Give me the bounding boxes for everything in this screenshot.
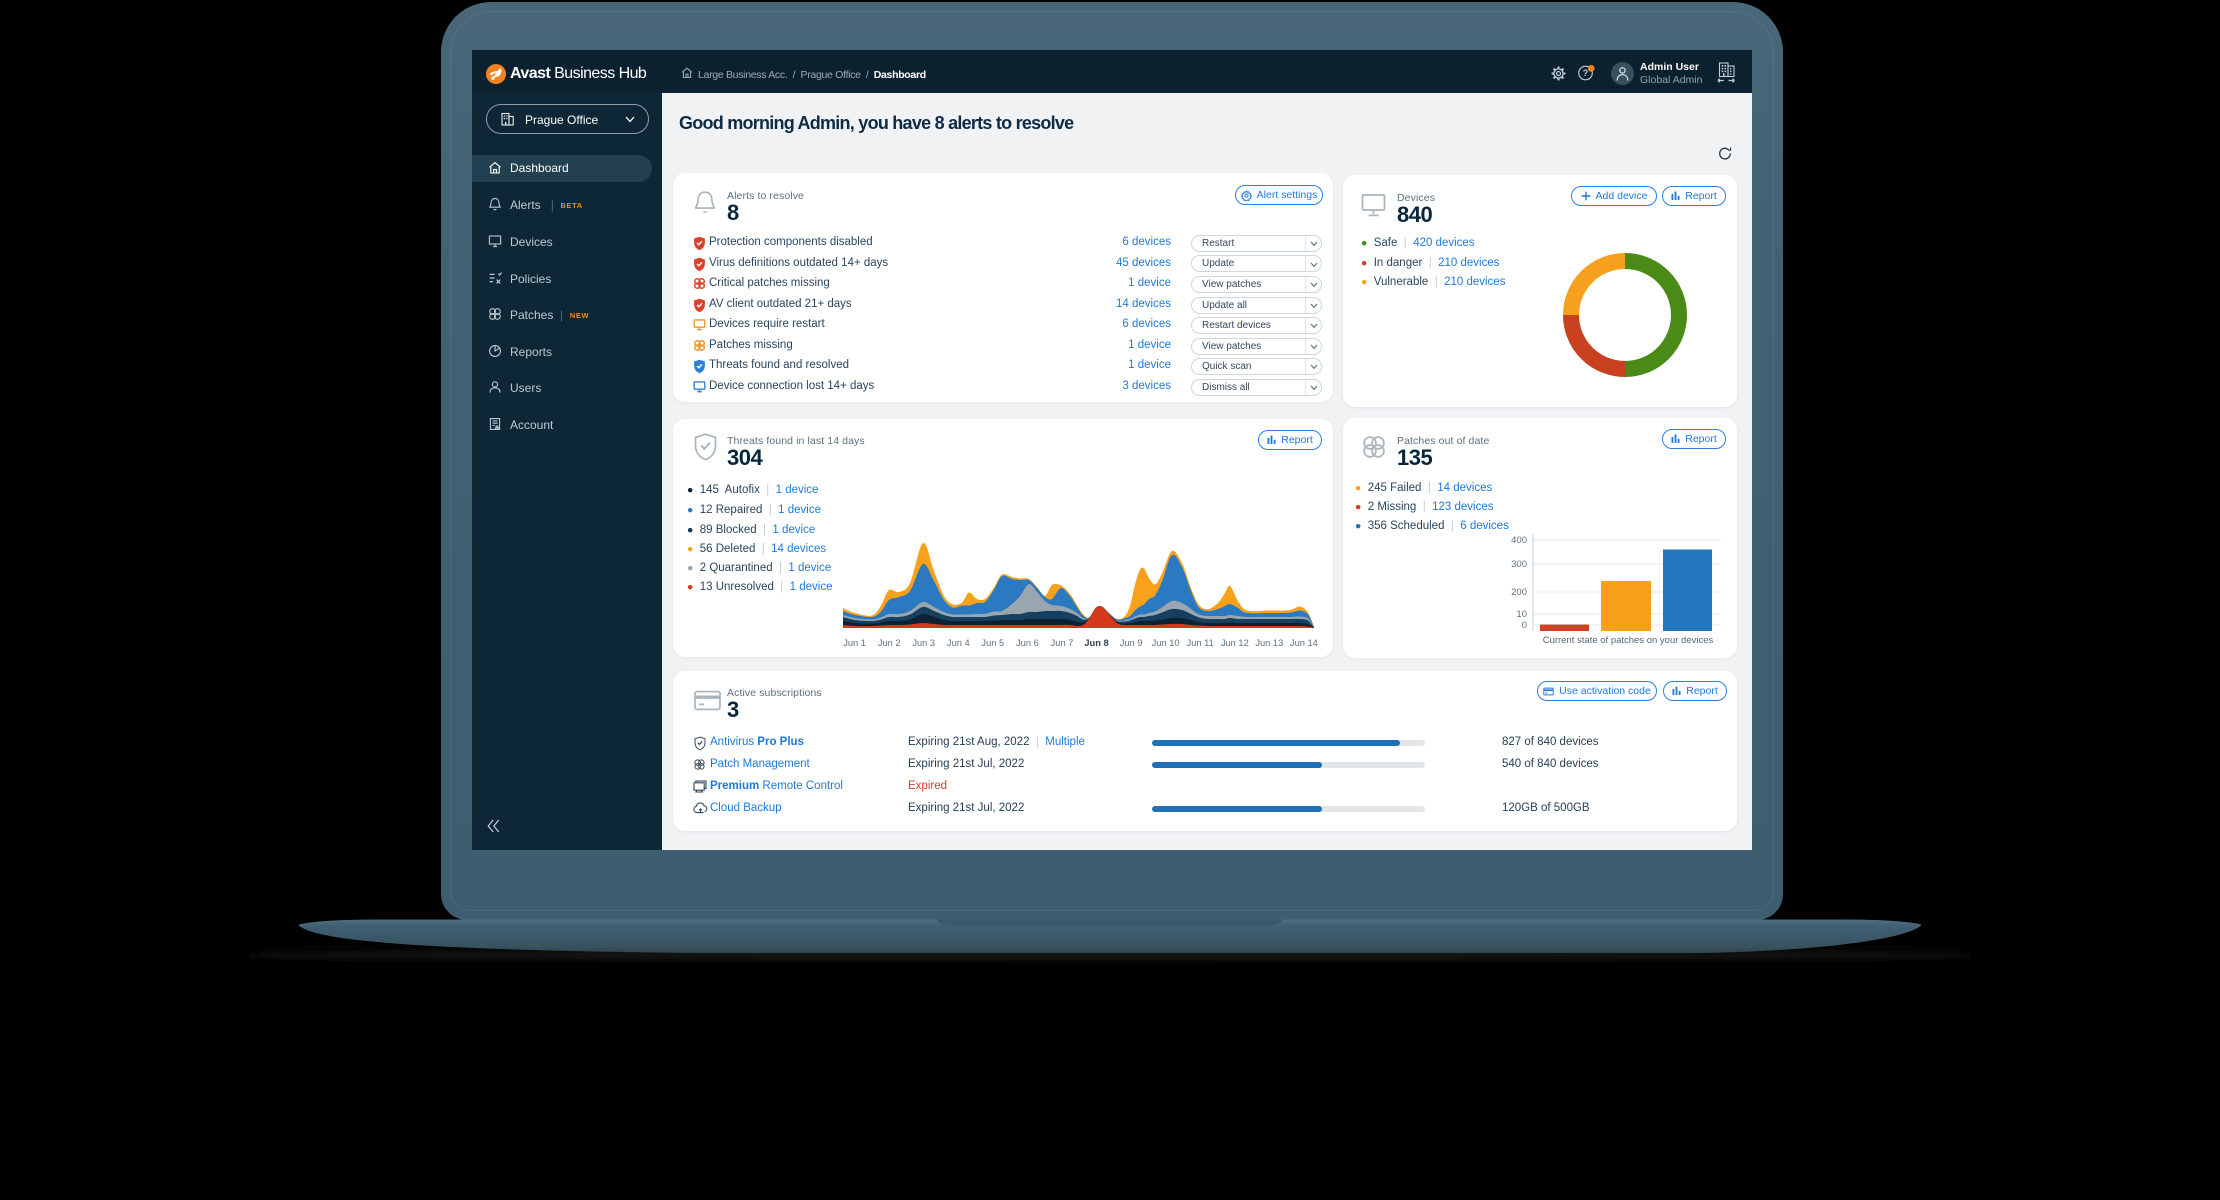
svg-text:?: ? bbox=[1583, 68, 1589, 78]
svg-text:0: 0 bbox=[1522, 620, 1527, 631]
svg-text:200: 200 bbox=[1511, 587, 1527, 598]
svg-text:400: 400 bbox=[1511, 535, 1527, 546]
svg-text:10: 10 bbox=[1516, 609, 1527, 620]
svg-text:300: 300 bbox=[1511, 559, 1527, 570]
